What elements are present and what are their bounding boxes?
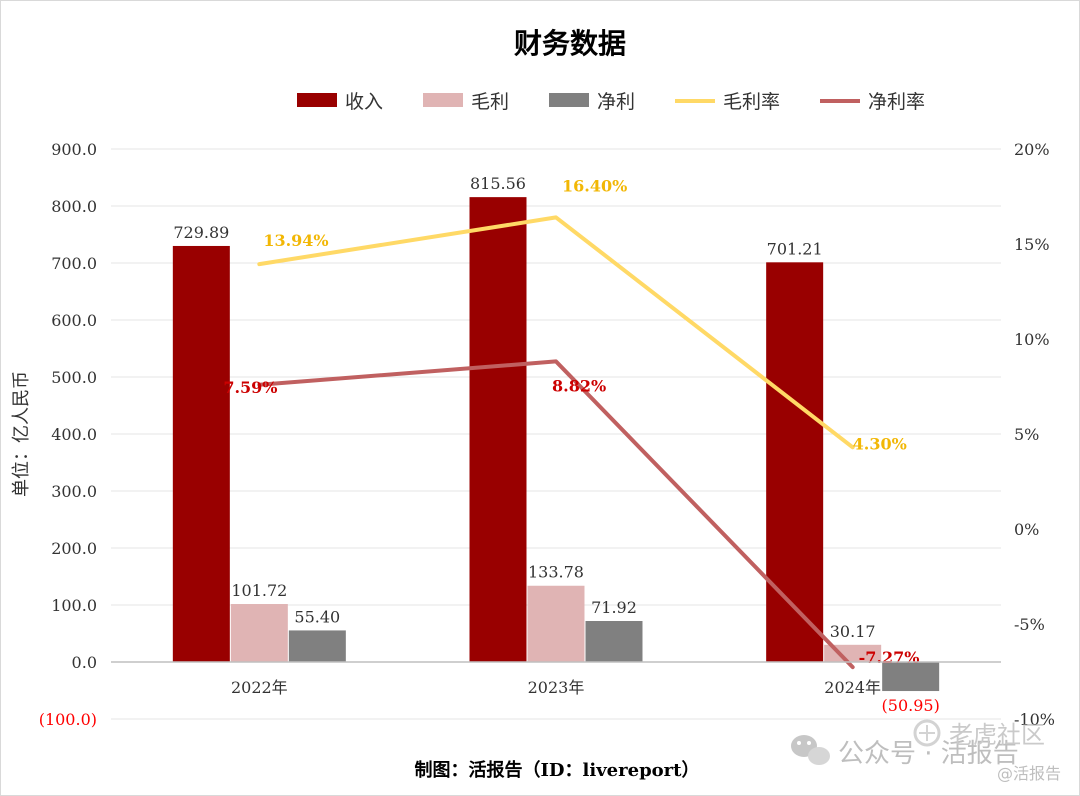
axes: 900.0 800.0 700.0 600.0 500.0 400.0 300.0 200.0… (11, 140, 1055, 729)
bar-data-label: 71.92 (591, 598, 637, 617)
bar-data-label: 101.72 (231, 581, 287, 600)
y-tick-label: 100.0 (51, 596, 97, 615)
bar-收入 (172, 245, 230, 662)
y-tick-label: 200.0 (51, 539, 97, 558)
legend-label: 净利率 (868, 91, 925, 113)
legend-label: 净利 (597, 91, 635, 113)
y-tick-label: 600.0 (51, 311, 97, 330)
y2-tick-label: 0% (1014, 520, 1039, 539)
line-data-label: 7.59% (223, 378, 277, 397)
bar-data-label: 729.89 (173, 223, 229, 242)
x-tick-label: 2024年 (824, 678, 881, 697)
line-data-label: 13.94% (263, 231, 328, 250)
line-series (257, 215, 855, 670)
bar-净利 (585, 621, 643, 662)
chart-title-group: 财务数据 (514, 27, 626, 60)
bar-收入 (766, 262, 824, 662)
watermark-community: 老虎社区 (949, 721, 1045, 749)
bar-data-label: 30.17 (830, 622, 876, 641)
y-tick-label: 400.0 (51, 425, 97, 444)
wechat-icon (791, 735, 830, 765)
y-tick-label: 900.0 (51, 140, 97, 159)
legend-label: 毛利率 (723, 91, 780, 113)
y-tick-label: 300.0 (51, 482, 97, 501)
legend: 收入 毛利 净利 毛利率 净利率 (297, 91, 925, 113)
bar-净利 (882, 662, 940, 692)
y2-tick-label: 5% (1014, 425, 1039, 444)
bar-毛利 (230, 604, 288, 662)
legend-swatch (423, 93, 463, 107)
tiger-logo-icon (913, 719, 941, 747)
line-data-label: 16.40% (562, 176, 627, 195)
y-tick-label: 700.0 (51, 254, 97, 273)
y-tick-label: 800.0 (51, 197, 97, 216)
bar-毛利 (527, 585, 585, 662)
x-tick-label: 2022年 (231, 678, 288, 697)
line-data-label: 4.30% (853, 434, 907, 453)
line-毛利率 (257, 215, 855, 450)
bar-净利 (288, 630, 346, 662)
bar-收入 (469, 197, 527, 662)
y2-tick-label: -5% (1014, 615, 1045, 634)
footer: 制图：活报告（ID：livereport） (415, 759, 700, 781)
chart-credit: 制图：活报告（ID：livereport） (415, 759, 700, 781)
legend-swatch (549, 93, 589, 107)
watermark-handle: @活报告 (997, 764, 1061, 783)
line-data-label: 8.82% (552, 376, 606, 395)
legend-swatch (297, 93, 337, 107)
y-axis-title: 单位：亿人民币 (11, 371, 32, 497)
y2-tick-label: -10% (1014, 710, 1055, 729)
watermark: 公众号 · 活报告 老虎社区 @活报告 (791, 719, 1061, 783)
legend-label: 收入 (345, 91, 383, 113)
y2-tick-label: 15% (1014, 235, 1050, 254)
bar-data-label: 701.21 (767, 239, 823, 258)
y-tick-label: 500.0 (51, 368, 97, 387)
line-data-label: -7.27% (859, 648, 920, 667)
line-净利率 (257, 359, 855, 670)
y2-tick-label: 10% (1014, 330, 1050, 349)
bar-data-label: 133.78 (528, 563, 584, 582)
y2-tick-label: 20% (1014, 140, 1050, 159)
bar-data-label: 815.56 (470, 174, 526, 193)
bar-data-label: (50.95) (882, 696, 940, 715)
data-labels: 729.89 815.56 701.21 101.72 133.78 30.17 55.40… (173, 174, 939, 715)
chart-title: 财务数据 (514, 27, 626, 60)
y-tick-label: (100.0) (39, 710, 97, 729)
legend-label: 毛利 (471, 91, 509, 113)
x-tick-label: 2023年 (528, 678, 585, 697)
bar-毛利 (824, 644, 882, 662)
bar-series (172, 197, 940, 692)
bar-data-label: 55.40 (294, 607, 340, 626)
y-tick-label: 0.0 (72, 653, 97, 672)
